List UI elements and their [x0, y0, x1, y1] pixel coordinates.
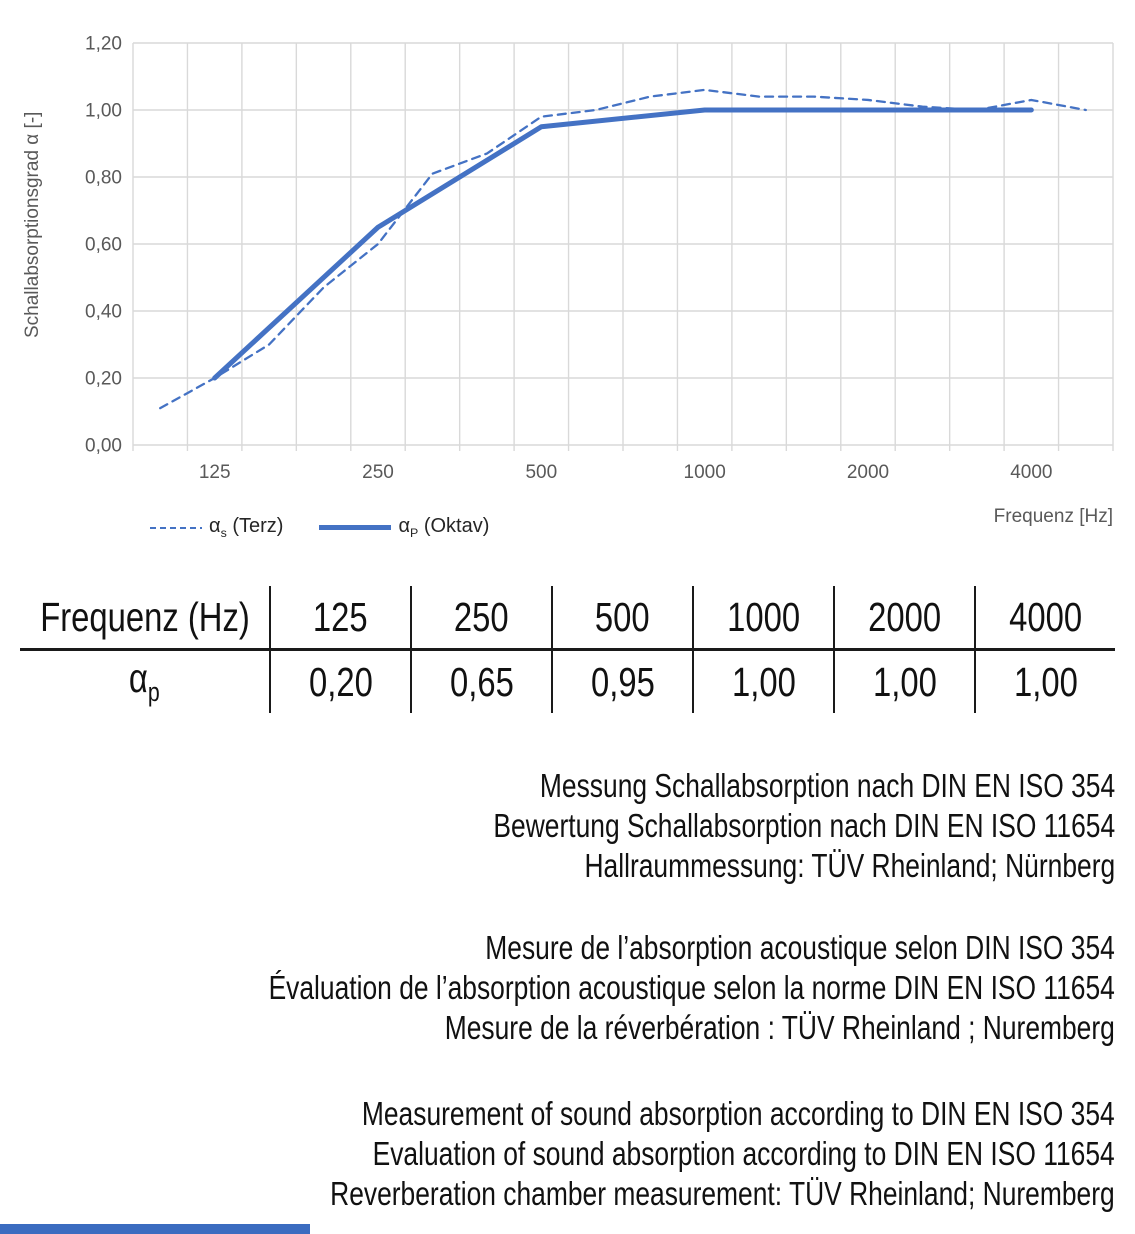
svg-text:0,20: 0,20	[85, 369, 122, 390]
svg-text:0,80: 0,80	[85, 168, 122, 189]
svg-text:0,60: 0,60	[85, 235, 122, 256]
svg-text:125: 125	[199, 462, 231, 483]
svg-text:2000: 2000	[847, 462, 889, 483]
y-axis-title: Schallabsorptionsgrad α [-]	[22, 111, 43, 338]
note-line: Evaluation of sound absorption according…	[372, 1135, 1116, 1172]
table-header-cell: 1000	[692, 586, 833, 651]
note-line: Hallraummessung: TÜV Rheinland; Nürnberg	[584, 847, 1115, 884]
x-axis-title: Frequenz [Hz]	[993, 506, 1113, 527]
alpha-p-table: Frequenz (Hz) 125 250 500 1000 2000 4000…	[20, 586, 1115, 713]
svg-text:500: 500	[525, 462, 557, 483]
svg-text:1,00: 1,00	[85, 101, 122, 122]
svg-text:1,20: 1,20	[85, 34, 122, 55]
svg-text:250: 250	[362, 462, 394, 483]
note-line: Reverberation chamber measurement: TÜV R…	[330, 1175, 1115, 1212]
note-line: Bewertung Schallabsorption nach DIN EN I…	[493, 807, 1115, 844]
dashed-line-swatch	[150, 526, 202, 529]
table-header-cell: Frequenz (Hz)	[20, 586, 269, 651]
table-row-label: αp	[129, 655, 160, 708]
table-header-cell: 2000	[833, 586, 974, 651]
legend-item-terz: αs (Terz)	[150, 515, 283, 540]
note-line: Mesure de l’absorption acoustique selon …	[485, 929, 1115, 966]
chart-legend: αs (Terz) αP (Oktav)	[150, 515, 489, 540]
legend-label-terz: αs (Terz)	[209, 515, 284, 540]
footer-accent-bar	[0, 1224, 310, 1234]
table-header-cell: 125	[269, 586, 410, 651]
svg-text:1000: 1000	[684, 462, 726, 483]
table-header-cell: 4000	[974, 586, 1115, 651]
svg-text:0,00: 0,00	[85, 436, 122, 457]
svg-text:0,40: 0,40	[85, 302, 122, 323]
absorption-line-chart: 0,00 0,20 0,40 0,60 0,80 1,00 1,20 125 250 500 100…	[85, 34, 1114, 483]
note-block-german: Messung Schallabsorption nach DIN EN ISO…	[493, 766, 1115, 886]
note-block-french: Mesure de l’absorption acoustique selon …	[269, 928, 1115, 1048]
table-header-cell: 250	[410, 586, 551, 651]
solid-line-swatch	[319, 525, 392, 530]
table-value-cell: 1,00	[974, 651, 1115, 713]
note-line: Mesure de la réverbération : TÜV Rheinla…	[444, 1009, 1116, 1046]
legend-label-oktav: αP (Oktav)	[398, 515, 490, 540]
table-value-cell: 1,00	[692, 651, 833, 713]
table-header-cell: 500	[551, 586, 692, 651]
note-line: Messung Schallabsorption nach DIN EN ISO…	[539, 767, 1115, 804]
table-value-cell: 0,95	[551, 651, 692, 713]
table-value-cell: 0,65	[410, 651, 551, 713]
note-block-english: Measurement of sound absorption accordin…	[330, 1094, 1115, 1214]
note-line: Évaluation de l’absorption acoustique se…	[268, 969, 1115, 1006]
svg-text:4000: 4000	[1010, 462, 1052, 483]
legend-item-oktav: αP (Oktav)	[319, 515, 489, 540]
table-value-cell: 0,20	[269, 651, 410, 713]
table-value-cell: 1,00	[833, 651, 974, 713]
note-line: Measurement of sound absorption accordin…	[362, 1095, 1115, 1132]
